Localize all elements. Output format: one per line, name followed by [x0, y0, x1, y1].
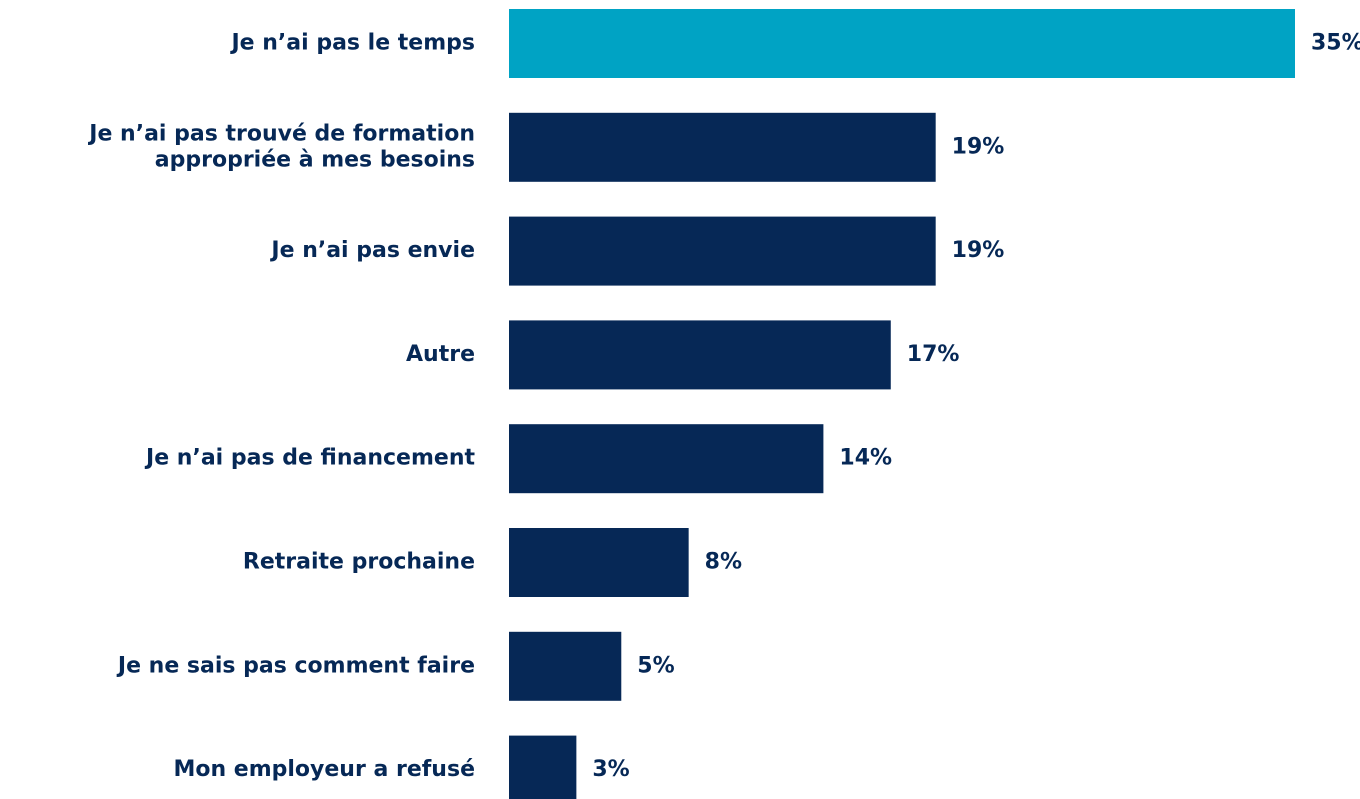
- value-label: 19%: [952, 238, 1005, 263]
- category-label: Je n’ai pas trouvé de formation approprié…: [87, 121, 475, 172]
- value-label: 19%: [952, 134, 1005, 159]
- bar: [509, 9, 1295, 78]
- value-label: 35%: [1311, 31, 1360, 56]
- bar: [509, 631, 622, 701]
- value-label: 8%: [705, 550, 742, 575]
- category-label: Je n’ai pas envie: [269, 238, 475, 263]
- bar: [509, 112, 936, 182]
- category-label: Je ne sais pas comment faire: [116, 653, 475, 678]
- value-label: 14%: [839, 446, 892, 471]
- bar: [509, 216, 936, 286]
- category-label: Je n’ai pas de financement: [144, 446, 475, 471]
- value-label: 17%: [907, 342, 960, 367]
- category-label: Retraite prochaine: [243, 550, 475, 575]
- value-label: 5%: [637, 653, 674, 678]
- bar: [509, 320, 891, 390]
- bar: [509, 528, 689, 597]
- bar: [509, 735, 577, 799]
- category-label: Autre: [406, 342, 475, 367]
- category-label: Mon employeur a refusé: [173, 757, 475, 782]
- category-label: Je n’ai pas le temps: [229, 31, 475, 56]
- value-label: 3%: [592, 757, 629, 782]
- bar: [509, 424, 824, 494]
